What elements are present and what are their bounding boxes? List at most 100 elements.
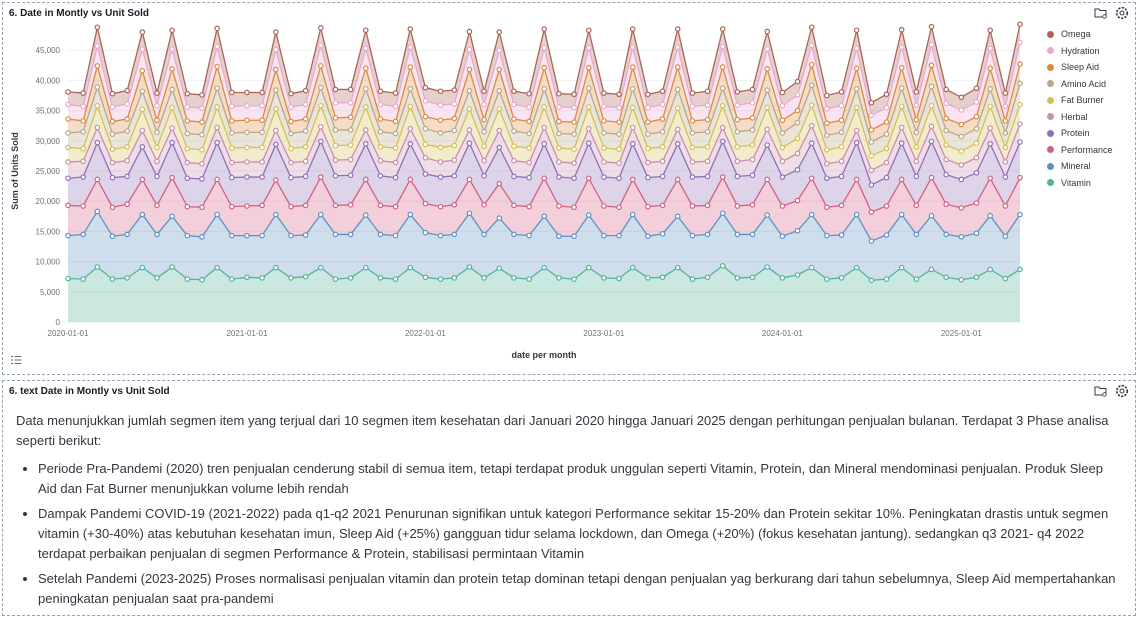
data-point — [1017, 21, 1023, 28]
y-tick-label: 0 — [56, 318, 61, 327]
data-point — [184, 90, 191, 97]
data-point — [764, 66, 771, 72]
data-point — [302, 87, 309, 94]
data-point — [332, 86, 339, 93]
data-point — [541, 124, 548, 131]
y-tick-label: 40,000 — [36, 76, 61, 85]
data-point — [824, 175, 830, 182]
data-point — [1002, 203, 1009, 209]
data-point — [80, 276, 86, 282]
data-point — [556, 104, 562, 110]
x-axis-title: date per month — [511, 350, 576, 360]
legend-item[interactable]: Sleep Aid — [1047, 59, 1113, 76]
data-point — [853, 45, 860, 52]
data-point — [541, 26, 548, 32]
data-point — [913, 102, 920, 108]
folder-icon[interactable] — [1094, 7, 1107, 22]
data-point — [347, 127, 354, 133]
data-point — [347, 231, 354, 238]
data-point — [1017, 61, 1023, 67]
legend-item[interactable]: Protein — [1047, 125, 1113, 142]
data-point — [749, 231, 756, 238]
data-point — [674, 64, 681, 70]
data-point — [868, 112, 875, 119]
data-point — [838, 173, 845, 180]
data-point — [362, 141, 369, 147]
data-point — [779, 158, 786, 165]
data-point — [302, 273, 309, 280]
data-point — [244, 102, 250, 109]
data-point — [838, 232, 845, 238]
data-point — [526, 130, 532, 137]
list-icon[interactable] — [11, 355, 22, 368]
data-point — [943, 231, 949, 238]
chart-legend: Omega Hydration Sleep Aid Amino Acid Fat Bur… — [1047, 26, 1113, 191]
data-point — [451, 173, 458, 179]
data-point — [585, 64, 592, 71]
list-item: Setelah Pandemi (2023-2025) Proses norma… — [38, 569, 1123, 609]
data-point — [838, 275, 845, 281]
data-point — [808, 42, 815, 49]
data-point — [184, 130, 191, 137]
y-axis-title: Sum of Units Sold — [10, 132, 20, 210]
data-point — [556, 90, 562, 97]
data-point — [973, 274, 980, 281]
data-point — [629, 64, 636, 70]
data-point — [616, 91, 622, 98]
legend-item[interactable]: Omega — [1047, 26, 1113, 43]
data-point — [244, 117, 250, 124]
data-point — [244, 129, 250, 136]
data-point — [288, 90, 294, 97]
data-point — [585, 212, 592, 218]
folder-icon[interactable] — [1094, 385, 1107, 400]
data-point — [629, 211, 636, 218]
data-point — [229, 203, 235, 210]
data-point — [169, 46, 175, 52]
data-point — [659, 144, 666, 150]
data-point — [645, 131, 651, 137]
data-point — [674, 213, 681, 220]
data-point — [437, 117, 444, 124]
data-point — [109, 233, 116, 240]
data-point — [571, 233, 577, 240]
legend-item[interactable]: Hydration — [1047, 43, 1113, 60]
data-point — [868, 167, 875, 174]
data-point — [734, 173, 741, 180]
data-point — [601, 203, 607, 209]
data-point — [407, 176, 414, 183]
data-point — [928, 266, 935, 273]
gear-icon[interactable] — [1115, 6, 1129, 23]
data-point — [229, 118, 235, 124]
data-point — [779, 203, 786, 209]
data-point — [259, 89, 265, 96]
data-point — [853, 27, 860, 34]
data-point — [779, 117, 786, 124]
data-point — [94, 264, 101, 270]
data-point — [332, 173, 339, 179]
data-point — [659, 202, 666, 209]
data-point — [958, 162, 965, 168]
data-point — [541, 64, 548, 71]
legend-item[interactable]: Mineral — [1047, 158, 1113, 175]
data-point — [556, 174, 562, 180]
data-point — [838, 144, 845, 150]
data-point — [958, 276, 965, 283]
legend-item[interactable]: Fat Burner — [1047, 92, 1113, 109]
data-point — [229, 145, 235, 151]
intro-paragraph: Data menunjukkan jumlah segmen item yang… — [16, 413, 1109, 448]
legend-item[interactable]: Herbal — [1047, 109, 1113, 126]
data-point — [794, 166, 801, 173]
data-point — [616, 160, 622, 166]
data-point — [451, 231, 458, 238]
data-point — [674, 44, 681, 50]
data-point — [764, 104, 771, 111]
data-point — [65, 144, 71, 151]
legend-item[interactable]: Amino Acid — [1047, 76, 1113, 93]
legend-item[interactable]: Vitamin — [1047, 175, 1113, 192]
legend-item[interactable]: Performance — [1047, 142, 1113, 159]
data-point — [184, 276, 191, 282]
data-point — [526, 145, 532, 151]
data-point — [481, 116, 487, 123]
gear-icon[interactable] — [1115, 384, 1129, 401]
data-point — [437, 88, 444, 95]
